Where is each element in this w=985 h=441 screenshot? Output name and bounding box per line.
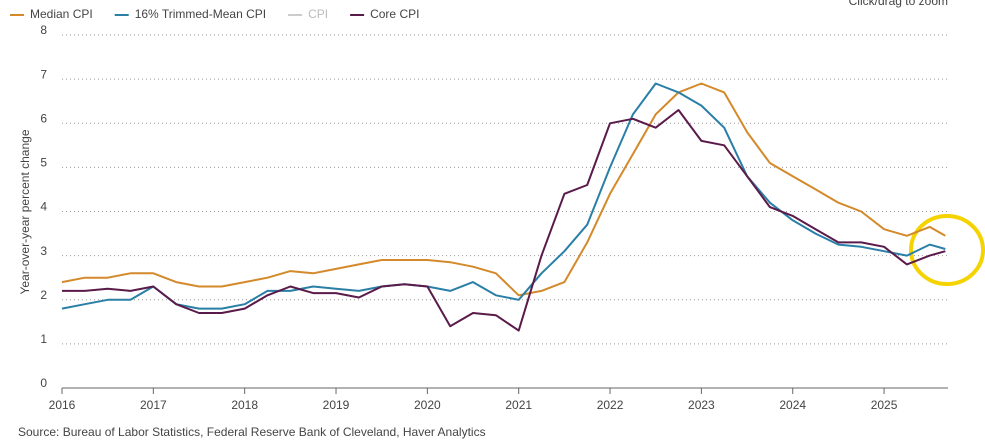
series-line [62, 109, 946, 332]
source: Source: Bureau of Labor Statistics, Fede… [18, 425, 486, 439]
legend-label[interactable]: Core CPI [370, 7, 419, 21]
x-tick-label: 2019 [323, 398, 350, 412]
x-tick-label: 2018 [231, 398, 258, 412]
x-tick-label: 2020 [414, 398, 441, 412]
x-tick-label: 2021 [505, 398, 532, 412]
y-axis-label: Year-over-year percent change [18, 129, 32, 294]
x-tick-label: 2022 [597, 398, 624, 412]
highlight-circle [909, 214, 985, 286]
series-line [61, 82, 946, 297]
x-tick-label: 2017 [140, 398, 167, 412]
y-tick-label: 3 [40, 244, 47, 258]
x-tick-label: 2024 [779, 398, 806, 412]
y-tick-label: 7 [40, 67, 47, 81]
x-tick-label: 2023 [688, 398, 715, 412]
y-tick-label: 5 [40, 156, 47, 170]
y-tick-label: 4 [40, 200, 47, 214]
legend-label[interactable]: Median CPI [30, 7, 93, 21]
y-tick-label: 6 [40, 111, 47, 125]
y-tick-label: 0 [40, 376, 47, 390]
x-tick-label: 2016 [49, 398, 76, 412]
y-tick-label: 8 [40, 23, 47, 37]
y-tick-label: 1 [40, 332, 47, 346]
series-line [61, 82, 946, 310]
zoom-hint: Click/drag to zoom [849, 0, 948, 8]
y-tick-label: 2 [40, 288, 47, 302]
legend-label[interactable]: 16% Trimmed-Mean CPI [135, 7, 266, 21]
x-tick-label: 2025 [871, 398, 898, 412]
legend-label[interactable]: CPI [308, 7, 328, 21]
